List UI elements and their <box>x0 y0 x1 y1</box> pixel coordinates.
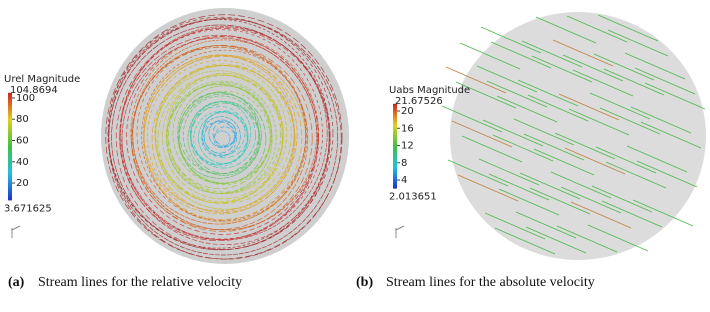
figure-images: Urel Magnitude104.86943.6716252040608010… <box>0 0 710 270</box>
colorbar-tick-label: 20 <box>16 178 29 189</box>
domain-disk <box>101 8 349 264</box>
colorbar-tick-label: 12 <box>401 141 414 152</box>
caption-text: Stream lines for the relative velocity <box>38 275 242 290</box>
caption: (a)Stream lines for the relative velocit… <box>8 275 348 291</box>
colorbar: Urel Magnitude104.86943.6716252040608010… <box>4 74 80 215</box>
colorbar-tick-label: 100 <box>16 93 35 104</box>
domain-disk <box>450 12 706 260</box>
colorbar-ramp <box>393 104 397 189</box>
caption: (b)Stream lines for the absolute velocit… <box>356 275 696 291</box>
colorbar-min: 3.671625 <box>4 203 52 214</box>
colorbar-tick-label: 8 <box>401 158 407 169</box>
caption-label: (a) <box>8 275 38 291</box>
caption-label: (b) <box>356 275 386 291</box>
colorbar-tick-label: 20 <box>401 106 414 117</box>
colorbar-ramp <box>8 93 12 201</box>
caption-text: Stream lines for the absolute velocity <box>386 275 595 290</box>
colorbar-tick-label: 60 <box>16 136 29 147</box>
figure: Urel Magnitude104.86943.6716252040608010… <box>0 0 710 312</box>
colorbar-min: 2.013651 <box>389 192 437 203</box>
colorbar-tick-label: 16 <box>401 123 414 134</box>
colorbar-title: Uabs Magnitude <box>389 85 470 96</box>
colorbar-tick-label: 40 <box>16 157 29 168</box>
colorbar-tick-label: 4 <box>401 175 407 186</box>
colorbar-tick-label: 80 <box>16 114 29 125</box>
colorbar-title: Urel Magnitude <box>4 74 80 85</box>
